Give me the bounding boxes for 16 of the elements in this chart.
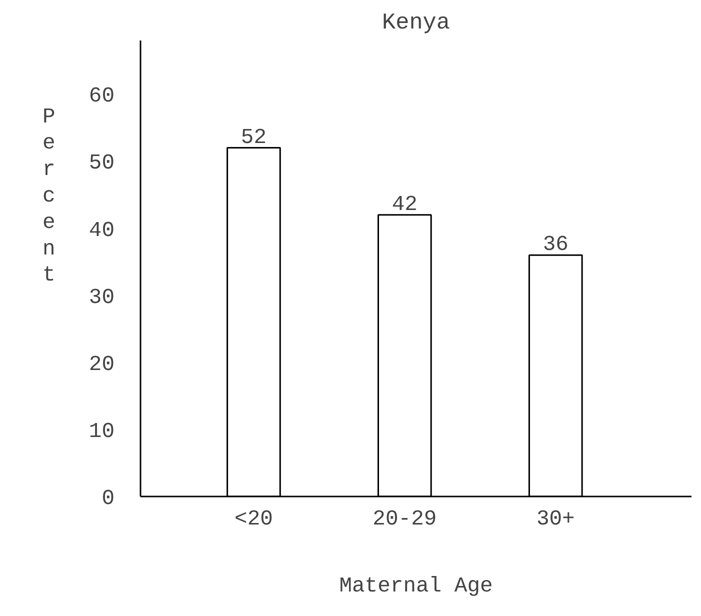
y-tick-label: 50	[88, 152, 115, 176]
data-label: 36	[542, 233, 568, 258]
x-tick-label: 30+	[536, 508, 575, 532]
y-tick-label: 30	[88, 286, 115, 310]
y-tick-label: 20	[88, 352, 115, 377]
y-axis-title: Percent	[42, 105, 56, 288]
x-axis-title: Maternal Age	[339, 574, 493, 598]
y-tick-label: 40	[88, 218, 115, 243]
y-tick-label: 60	[88, 84, 115, 109]
data-label: 52	[240, 126, 267, 150]
x-tick-label: 20-29	[372, 508, 437, 532]
y-tick-label: 10	[88, 420, 115, 444]
chart-title: Kenya	[382, 10, 450, 36]
x-tick-label: <20	[234, 508, 273, 532]
data-label: 42	[392, 192, 418, 217]
y-tick-label: 0	[102, 487, 115, 511]
